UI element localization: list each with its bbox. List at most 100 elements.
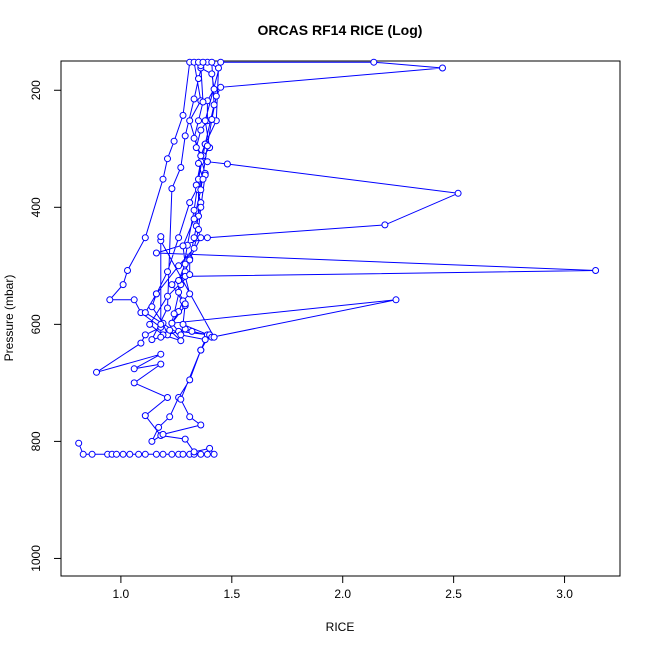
data-point <box>175 288 183 296</box>
data-point <box>190 244 198 252</box>
data-point <box>159 450 167 458</box>
data-point <box>152 450 160 458</box>
data-point <box>203 234 211 242</box>
data-point <box>186 413 194 421</box>
data-point <box>210 85 218 93</box>
data-point <box>75 439 83 447</box>
data-point <box>192 144 200 152</box>
data-point <box>164 268 171 276</box>
data-point <box>197 421 205 429</box>
data-point <box>381 221 389 229</box>
data-point <box>137 339 145 347</box>
data-point <box>197 450 205 458</box>
data-point <box>157 320 165 328</box>
data-point <box>392 296 400 304</box>
data-point <box>190 448 198 456</box>
y-tick-label: 600 <box>29 314 43 334</box>
data-point <box>195 117 202 125</box>
y-tick-label: 400 <box>29 197 43 217</box>
data-point <box>164 394 171 401</box>
chart-title: ORCAS RF14 RICE (Log) <box>258 22 423 38</box>
data-point <box>370 58 378 66</box>
data-point <box>177 395 185 403</box>
data-point <box>199 175 207 183</box>
data-point <box>124 267 131 274</box>
data-point <box>164 292 171 300</box>
data-point <box>186 117 194 125</box>
data-point <box>201 336 209 344</box>
data-point <box>113 450 120 458</box>
data-series <box>75 58 600 458</box>
data-point <box>197 152 205 160</box>
data-point <box>119 281 127 289</box>
data-point <box>177 164 185 171</box>
data-point <box>197 186 205 194</box>
data-point <box>106 296 114 304</box>
data-point <box>190 134 198 142</box>
data-point <box>157 350 165 358</box>
data-point <box>181 132 189 140</box>
data-point <box>130 379 138 387</box>
data-point <box>181 260 189 268</box>
y-axis: 200 400 600 800 1000 <box>29 80 61 572</box>
data-point <box>130 365 138 373</box>
data-point <box>168 185 176 193</box>
data-point <box>175 262 183 270</box>
data-point <box>190 206 198 214</box>
x-tick-label: 3.0 <box>556 587 573 601</box>
data-point <box>141 450 149 458</box>
data-point <box>146 320 154 328</box>
data-point <box>215 64 222 72</box>
data-point <box>152 290 160 298</box>
data-point <box>190 215 198 223</box>
data-point <box>197 126 205 134</box>
data-point <box>454 189 462 197</box>
plot-frame <box>60 60 621 577</box>
data-point <box>201 117 209 125</box>
data-point <box>175 234 183 242</box>
data-point <box>186 199 194 207</box>
data-point <box>199 58 207 66</box>
data-point <box>175 277 183 284</box>
data-point <box>88 450 96 458</box>
data-point <box>217 83 225 91</box>
data-point <box>217 58 225 66</box>
data-point <box>159 175 167 183</box>
data-point <box>79 450 87 458</box>
data-point <box>164 155 171 163</box>
data-point <box>152 249 160 257</box>
data-point <box>135 450 143 458</box>
data-point <box>148 336 156 344</box>
data-point <box>212 92 220 100</box>
data-point <box>203 158 211 166</box>
x-tick-label: 1.5 <box>223 587 240 601</box>
data-point <box>592 267 600 274</box>
data-point <box>166 326 174 334</box>
data-point <box>168 319 176 327</box>
series-line <box>78 61 596 455</box>
data-point <box>181 300 189 308</box>
data-point <box>186 256 194 264</box>
data-point <box>157 333 165 341</box>
data-point <box>203 450 211 458</box>
data-point <box>195 226 202 233</box>
data-point <box>179 242 187 250</box>
data-point <box>159 430 167 438</box>
data-point <box>141 309 149 317</box>
data-point <box>210 333 218 341</box>
data-point <box>157 360 165 368</box>
data-point <box>186 290 194 298</box>
data-point <box>210 101 218 109</box>
data-point <box>186 271 194 279</box>
data-point <box>190 234 198 242</box>
data-point <box>177 337 185 345</box>
data-point <box>119 450 127 458</box>
x-axis: 1.0 1.5 2.0 2.5 3.0 <box>113 576 573 601</box>
data-point <box>210 450 218 458</box>
data-point <box>141 234 149 242</box>
data-point <box>195 159 202 167</box>
data-point <box>177 331 185 339</box>
data-point <box>170 137 178 145</box>
data-point <box>126 450 134 458</box>
data-point <box>179 111 187 119</box>
